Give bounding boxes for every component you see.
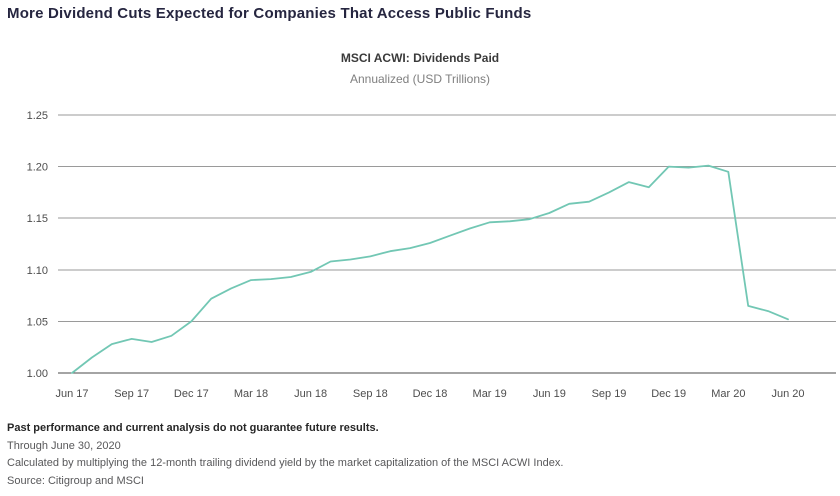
x-axis-label: Sep 18 xyxy=(353,388,388,400)
y-axis-label: 1.20 xyxy=(27,162,48,174)
x-axis-label: Mar 20 xyxy=(711,388,745,400)
x-axis-label: Jun 19 xyxy=(533,388,566,400)
chart-title: MSCI ACWI: Dividends Paid xyxy=(340,51,500,65)
y-axis-label: 1.10 xyxy=(27,265,48,277)
footnote-disclaimer: Past performance and current analysis do… xyxy=(7,422,379,434)
x-axis-label: Mar 18 xyxy=(234,388,268,400)
footnote-as-of: Through June 30, 2020 xyxy=(7,439,121,452)
footnote-source: Source: Citigroup and MSCI xyxy=(7,474,144,487)
chart-subtitle: Annualized (USD Trillions) xyxy=(349,72,491,86)
x-axis-label: Dec 19 xyxy=(651,388,686,400)
x-axis-label: Dec 17 xyxy=(174,388,209,400)
y-axis-label: 1.00 xyxy=(27,368,48,380)
footnote-methodology: Calculated by multiplying the 12-month t… xyxy=(7,457,564,469)
x-axis-label: Sep 17 xyxy=(114,388,149,400)
y-axis-label: 1.25 xyxy=(27,110,48,122)
y-axis-label: 1.05 xyxy=(27,316,48,328)
x-axis-label: Jun 20 xyxy=(771,388,804,400)
y-axis-label: 1.15 xyxy=(27,213,48,225)
dividends-line-chart: 1.00 1.05 1.10 1.15 1.20 1.25 Jun 17 Sep 17 Dec … xyxy=(27,110,836,400)
dividends-series-line xyxy=(71,164,789,374)
x-axis-label: Jun 17 xyxy=(55,388,88,400)
x-axis-label: Dec 18 xyxy=(413,388,448,400)
x-axis-label: Mar 19 xyxy=(473,388,507,400)
page-title: More Dividend Cuts Expected for Companie… xyxy=(7,5,532,22)
x-axis-label: Sep 19 xyxy=(592,388,627,400)
x-axis-label: Jun 18 xyxy=(294,388,327,400)
footnotes: Past performance and current analysis do… xyxy=(7,420,563,490)
